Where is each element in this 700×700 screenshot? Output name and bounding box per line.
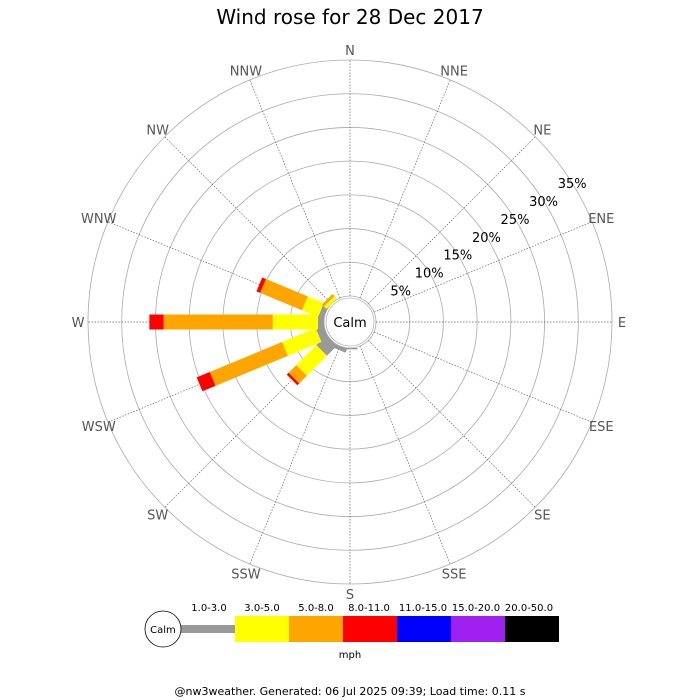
direction-label-wnw: WNW bbox=[81, 212, 117, 227]
grid-spoke bbox=[368, 340, 536, 508]
calm-circle bbox=[325, 297, 375, 347]
wind-petals bbox=[149, 277, 358, 392]
legend-calm-label: Calm bbox=[150, 625, 176, 636]
legend-calm-circle bbox=[144, 610, 182, 648]
direction-label-sse: SSE bbox=[442, 567, 467, 582]
petal-nw-bin-1 bbox=[323, 295, 337, 309]
grid-spoke bbox=[249, 345, 341, 565]
direction-label-ese: ESE bbox=[589, 420, 614, 435]
legend-label-2: 5.0-8.0 bbox=[298, 603, 333, 614]
direction-label-w: W bbox=[72, 316, 85, 331]
petal-w-bin-1 bbox=[272, 314, 318, 330]
legend-label-1: 3.0-5.0 bbox=[244, 603, 279, 614]
direction-label-ne: NE bbox=[533, 124, 551, 139]
ring-label-6: 30% bbox=[529, 195, 558, 210]
calm-label: Calm bbox=[333, 316, 366, 331]
direction-label-e: E bbox=[618, 316, 626, 331]
direction-label-nnw: NNW bbox=[230, 65, 262, 80]
petal-sw-bin-2 bbox=[288, 365, 307, 384]
grid-spoke bbox=[373, 221, 593, 313]
direction-label-nw: NW bbox=[146, 124, 169, 139]
petal-sw-bin-3 bbox=[286, 372, 300, 386]
petal-nw-bin-2 bbox=[322, 294, 335, 307]
ring-label-5: 25% bbox=[501, 213, 530, 228]
grid-spoke bbox=[373, 331, 593, 423]
chart-title: Wind rose for 28 Dec 2017 bbox=[216, 5, 483, 29]
ring-percent-labels: 5% 10% 15%20%25% 30%35% bbox=[390, 177, 586, 299]
petal-wsw-bin-1 bbox=[281, 328, 322, 356]
ring-label-3: 15% bbox=[443, 249, 472, 264]
footer-text: @nw3weather. Generated: 06 Jul 2025 09:3… bbox=[175, 685, 526, 698]
petal-wnw-bin-2 bbox=[260, 279, 308, 311]
petal-wsw-bin-3 bbox=[196, 371, 216, 392]
legend-swatch-5 bbox=[451, 616, 505, 642]
direction-label-se: SE bbox=[534, 508, 550, 523]
legend-label-0: 1.0-3.0 bbox=[191, 603, 226, 614]
petal-wnw-bin-1 bbox=[301, 296, 324, 317]
direction-label-wsw: WSW bbox=[82, 420, 116, 435]
legend-label-5: 15.0-20.0 bbox=[452, 603, 500, 614]
petal-wsw-bin-2 bbox=[209, 342, 288, 386]
speed-legend: Calm 1.0-3.0 3.0-5.0 5.0-8.0 8.0-11.0 11.0-15… bbox=[144, 603, 559, 661]
legend-unit: mph bbox=[339, 650, 361, 661]
direction-label-ene: ENE bbox=[588, 212, 614, 227]
grid-ring bbox=[87, 59, 613, 585]
direction-label-s: S bbox=[346, 588, 354, 603]
direction-labels: N NNE NE ENE E ESE SE SSE S SSW SW WSW W WNW NW NNW bbox=[72, 44, 627, 603]
ring-label-7: 35% bbox=[558, 177, 587, 192]
legend-swatch-6 bbox=[505, 616, 559, 642]
petal-s-bin-0 bbox=[342, 348, 358, 350]
direction-label-ssw: SSW bbox=[231, 567, 261, 582]
petal-w-bin-3 bbox=[149, 314, 164, 330]
ring-label-1: 5% bbox=[390, 284, 411, 299]
petal-wnw-bin-3 bbox=[256, 277, 266, 293]
direction-label-sw: SW bbox=[147, 508, 168, 523]
direction-label-nne: NNE bbox=[440, 65, 468, 80]
ring-label-2: 10% bbox=[415, 266, 444, 281]
legend-swatch-3 bbox=[343, 616, 397, 642]
legend-swatch-4 bbox=[397, 616, 451, 642]
grid-spoke bbox=[368, 136, 536, 304]
calm-center: Calm bbox=[325, 297, 375, 347]
legend-swatch-2 bbox=[289, 616, 343, 642]
grid-spoke bbox=[359, 345, 451, 565]
grid-spoke bbox=[164, 136, 332, 304]
petal-sw-bin-1 bbox=[296, 345, 327, 376]
legend-label-3: 8.0-11.0 bbox=[348, 603, 390, 614]
grid-spoke bbox=[249, 79, 341, 299]
legend-label-4: 11.0-15.0 bbox=[399, 603, 447, 614]
ring-label-4: 20% bbox=[472, 231, 501, 246]
grid-spoke bbox=[359, 79, 451, 299]
direction-label-n: N bbox=[345, 44, 355, 59]
legend-swatch-1 bbox=[235, 616, 289, 642]
legend-label-6: 20.0-50.0 bbox=[505, 603, 553, 614]
petal-w-bin-2 bbox=[163, 314, 273, 330]
